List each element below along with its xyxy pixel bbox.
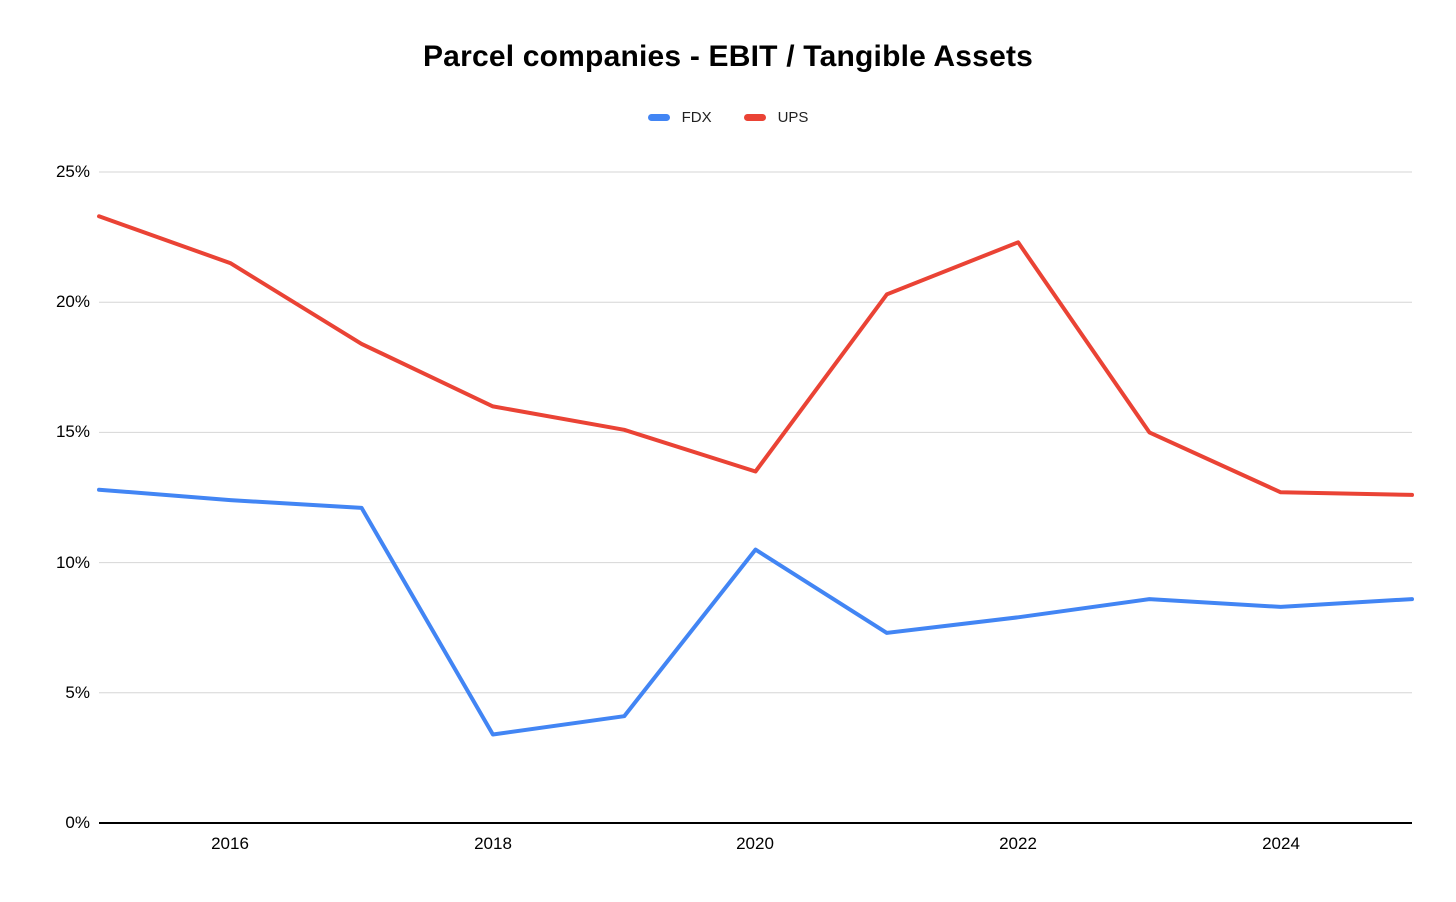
ups-series-swatch-icon bbox=[743, 114, 766, 121]
fdx-series-swatch-icon bbox=[647, 114, 670, 121]
y-axis-label-0: 0% bbox=[65, 813, 90, 832]
legend: FDX UPS bbox=[0, 109, 1456, 126]
x-axis-label-2018: 2018 bbox=[474, 834, 512, 853]
series-line-fdx bbox=[97, 487, 1414, 737]
fdx-series-label: FDX bbox=[681, 109, 712, 126]
y-axis-label-20: 20% bbox=[55, 292, 90, 311]
y-axis-label-5: 5% bbox=[65, 683, 90, 702]
x-axis-label-2020: 2020 bbox=[736, 834, 774, 853]
y-axis-label-15: 15% bbox=[55, 422, 90, 441]
chart-title: Parcel companies - EBIT / Tangible Asset… bbox=[422, 40, 1034, 73]
x-axis-label-2016: 2016 bbox=[211, 834, 249, 853]
legend-item-fdx: FDX bbox=[647, 109, 712, 126]
series-line-ups bbox=[97, 214, 1414, 497]
y-axis-label-10: 10% bbox=[55, 553, 90, 572]
ups-series-label: UPS bbox=[777, 109, 809, 126]
x-axis-label-2022: 2022 bbox=[999, 834, 1037, 853]
y-axis-label-25: 25% bbox=[55, 162, 90, 181]
legend-item-ups: UPS bbox=[743, 109, 809, 126]
x-axis-label-2024: 2024 bbox=[1262, 834, 1300, 853]
